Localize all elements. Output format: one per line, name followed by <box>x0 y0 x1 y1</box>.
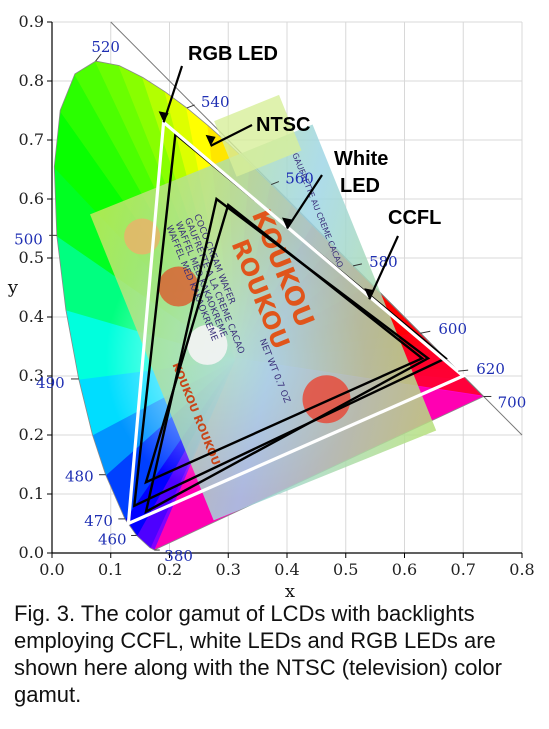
y-tick-label: 0.1 <box>19 484 44 503</box>
y-tick-label: 0.9 <box>19 12 44 31</box>
annotation-label-3: LED <box>340 175 380 197</box>
x-axis-label: x <box>285 581 295 600</box>
cartoon-character-1 <box>124 218 161 255</box>
y-tick-label: 0.8 <box>19 71 44 90</box>
annotation-label-0: RGB LED <box>188 43 278 65</box>
wavelength-tick-600 <box>420 330 431 334</box>
y-tick-label: 0.5 <box>19 248 44 267</box>
y-axis-label: y <box>7 277 19 298</box>
wavelength-label-600: 600 <box>438 320 467 338</box>
x-tick-label: 0.3 <box>216 560 241 579</box>
x-tick-label: 0.8 <box>509 560 534 579</box>
chromaticity-chart: KOUKOU ROUKOU KOUKOU ROUKOU COCO CREAM W… <box>7 12 535 600</box>
y-tick-label: 0.3 <box>19 366 44 385</box>
gamut-annotations: RGB LED NTSC White LED CCFL <box>158 43 441 300</box>
wavelength-tick-560 <box>271 181 280 186</box>
gamut-triangles <box>126 119 467 527</box>
wavelength-label-380: 380 <box>164 547 193 565</box>
x-tick-label: 0.0 <box>39 560 64 579</box>
axes: 0.0 0.1 0.2 0.3 0.4 0.5 0.6 0.7 0.8 0.0 0.1 0.2 0.3 0… <box>7 12 535 600</box>
gamut-rgb-led <box>126 119 467 527</box>
product-photo-inset: KOUKOU ROUKOU KOUKOU ROUKOU COCO CREAM W… <box>90 94 437 521</box>
wavelength-label-580: 580 <box>369 253 398 271</box>
wavelength-tick-580 <box>352 263 363 267</box>
figure-caption: Fig. 3. The color gamut of LCDs with bac… <box>14 601 502 707</box>
annotation-arrow-1 <box>210 124 253 147</box>
y-tick-label: 0.2 <box>19 425 44 444</box>
wavelength-tick-520 <box>95 53 102 62</box>
x-tick-label: 0.2 <box>157 560 182 579</box>
annotation-label-2: White <box>334 148 388 170</box>
cartoon-character-3 <box>187 324 228 365</box>
wavelength-tick-620 <box>458 369 469 372</box>
x-tick-label: 0.1 <box>98 560 123 579</box>
wrapper-tab <box>214 94 302 177</box>
annotation-arrowhead-1 <box>205 134 216 146</box>
annotation-arrowhead-2 <box>282 217 292 229</box>
cartoon-character-4 <box>302 375 351 424</box>
wavelength-label-500: 500 <box>14 230 43 248</box>
x-tick-label: 0.7 <box>451 560 476 579</box>
x-tick-label: 0.6 <box>392 560 417 579</box>
wavelength-label-470: 470 <box>84 512 113 530</box>
wavelength-label-620: 620 <box>476 360 505 378</box>
cartoon-character-2 <box>158 266 199 307</box>
annotation-label-1: NTSC <box>256 114 310 136</box>
wrapper-body <box>90 124 437 521</box>
annotation-arrow-4 <box>368 235 400 300</box>
wavelength-label-540: 540 <box>201 93 230 111</box>
wavelength-label-520: 520 <box>91 38 120 56</box>
x-tick-label: 0.4 <box>274 560 299 579</box>
wavelength-label-480: 480 <box>65 468 94 486</box>
wavelength-label-700: 700 <box>498 393 527 411</box>
x-tick-label: 0.5 <box>333 560 358 579</box>
y-tick-label: 0.4 <box>19 307 44 326</box>
y-tick-label: 0.7 <box>19 130 44 149</box>
wavelength-label-490: 490 <box>36 374 65 392</box>
y-tick-label: 0.6 <box>19 189 44 208</box>
wavelength-label-560: 560 <box>285 170 314 188</box>
wavelength-label-460: 460 <box>98 530 127 548</box>
wavelength-tick-540 <box>186 104 195 109</box>
annotation-arrowhead-0 <box>158 111 169 123</box>
annotation-arrow-2 <box>286 174 323 230</box>
annotation-arrowhead-4 <box>364 288 375 300</box>
annotation-label-4: CCFL <box>388 207 441 229</box>
y-tick-label: 0.0 <box>19 543 44 562</box>
gamut-white-led <box>144 202 425 485</box>
